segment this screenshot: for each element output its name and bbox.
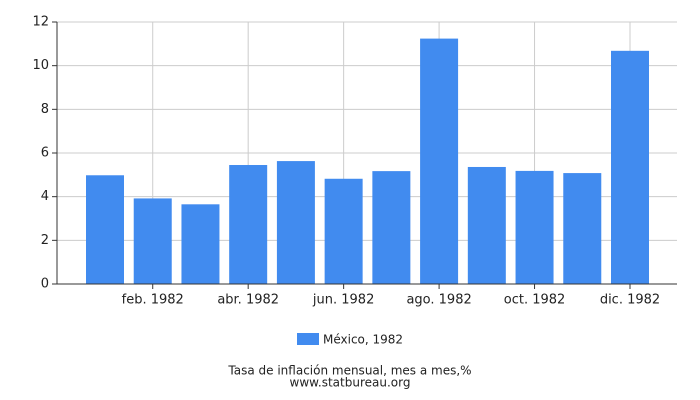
bar xyxy=(515,170,554,284)
y-tick-label: 2 xyxy=(41,233,49,248)
bar xyxy=(276,161,315,284)
bar xyxy=(324,178,363,284)
x-tick-label: dic. 1982 xyxy=(600,293,660,308)
bar xyxy=(611,50,649,284)
bar xyxy=(86,175,124,284)
y-tick-label: 12 xyxy=(32,15,49,30)
source: www.statbureau.org xyxy=(290,376,411,390)
bar xyxy=(563,173,602,284)
bar xyxy=(133,198,172,284)
x-tick-label: jun. 1982 xyxy=(312,293,374,308)
chart-title: Tasa de inflación mensual, mes a mes,% xyxy=(227,364,471,378)
y-tick-label: 6 xyxy=(41,146,49,161)
legend-swatch xyxy=(297,333,319,345)
y-tick-label: 8 xyxy=(41,102,49,117)
legend-label: México, 1982 xyxy=(323,333,403,347)
x-tick-label: abr. 1982 xyxy=(217,293,279,308)
bar xyxy=(467,166,506,284)
y-tick-label: 4 xyxy=(41,189,49,204)
x-tick-label: oct. 1982 xyxy=(504,293,566,308)
bar xyxy=(229,165,268,284)
bar xyxy=(372,171,411,284)
y-tick-label: 0 xyxy=(41,277,49,292)
y-tick-label: 10 xyxy=(32,58,49,73)
x-tick-label: ago. 1982 xyxy=(406,293,471,308)
x-tick-label: feb. 1982 xyxy=(122,293,184,308)
bar xyxy=(420,38,459,284)
bar xyxy=(181,204,220,284)
